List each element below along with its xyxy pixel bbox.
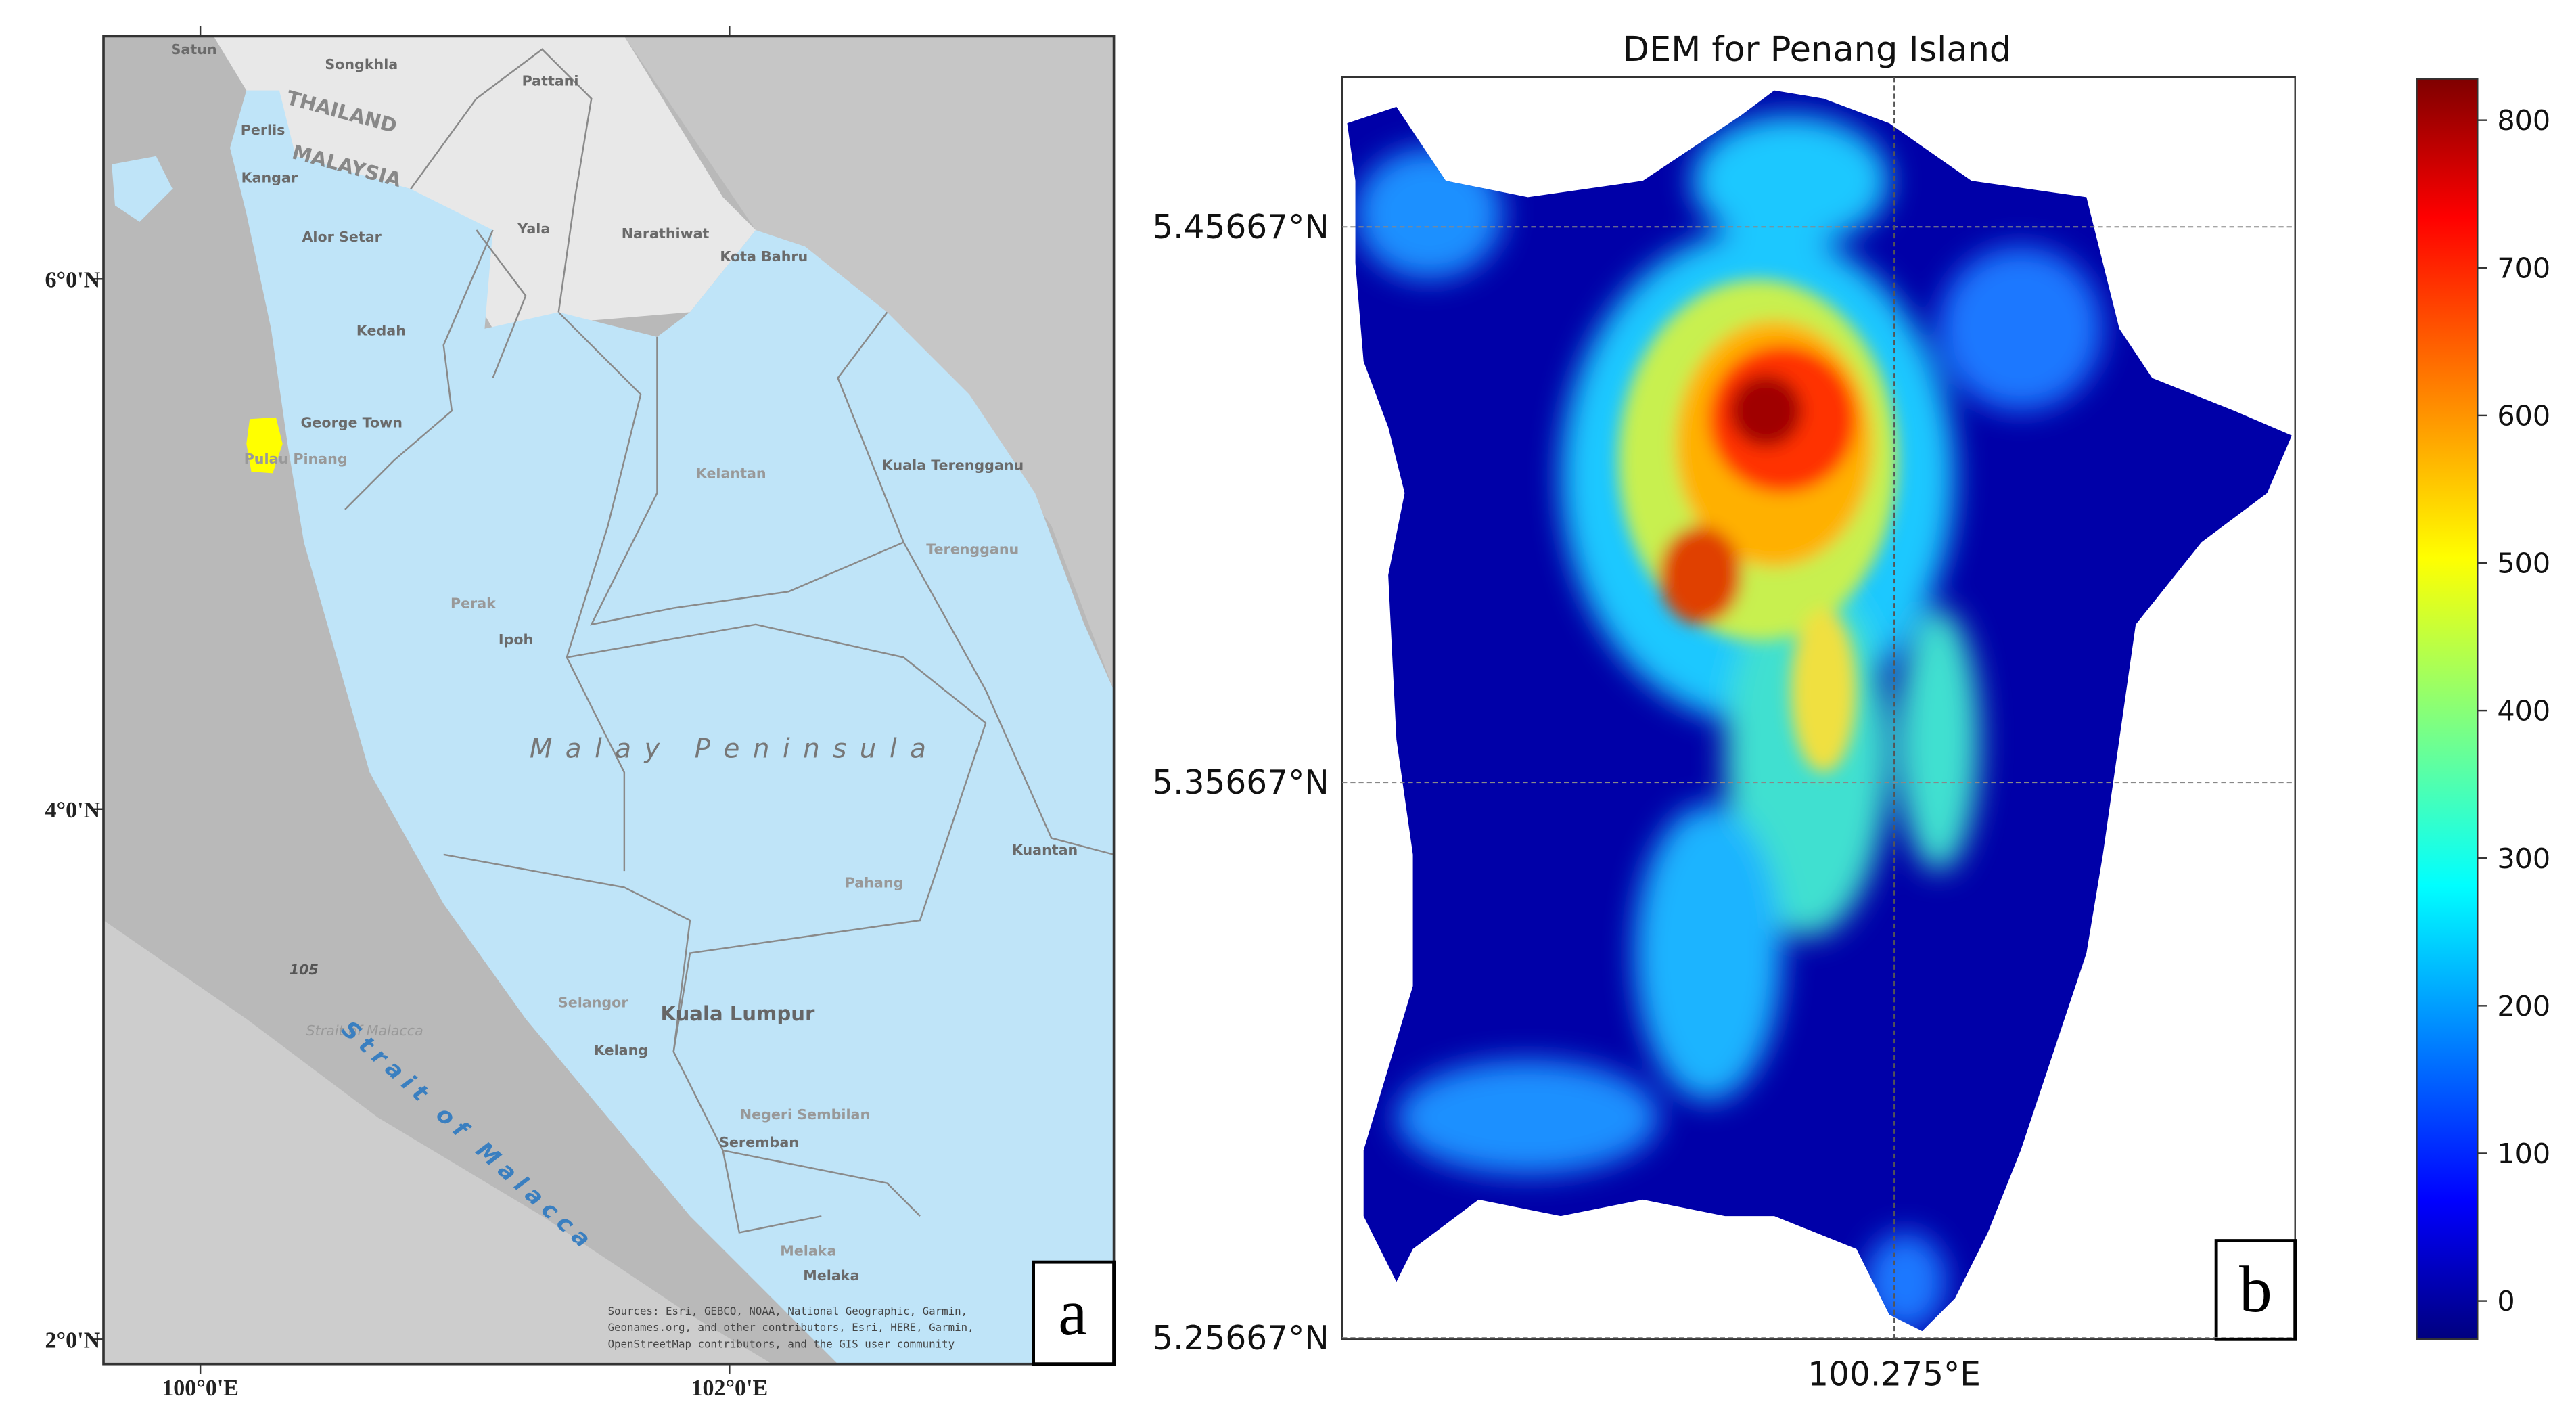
dem-peaks bbox=[1618, 279, 1898, 773]
place-label: Seremban bbox=[719, 1134, 799, 1150]
place-label: Negeri Sembilan bbox=[740, 1106, 870, 1123]
place-label: Kelang bbox=[594, 1042, 648, 1058]
state-borders bbox=[344, 48, 1114, 1234]
place-label: George Town bbox=[300, 414, 402, 430]
chart-title: DEM for Penang Island bbox=[1623, 30, 2012, 70]
south-china-sea bbox=[624, 36, 1114, 691]
place-label: Strait of Malacca bbox=[306, 1022, 423, 1039]
colorbar-tick-label: 400 bbox=[2497, 695, 2550, 727]
thailand bbox=[164, 36, 756, 329]
colorbar-tick-label: 200 bbox=[2497, 990, 2550, 1022]
colorbar-tick-label: 600 bbox=[2497, 399, 2550, 432]
map-frame bbox=[102, 35, 1116, 1366]
y-tick-label: 5.35667°N bbox=[1152, 764, 1329, 802]
colorbar-tick-label: 800 bbox=[2497, 104, 2550, 137]
colorbar-tick-label: 100 bbox=[2497, 1137, 2550, 1170]
y-tick-label: 2°0'N bbox=[45, 1328, 101, 1353]
x-tick-label: 102°0'E bbox=[691, 1376, 768, 1401]
y-tick-label: 6°0'N bbox=[45, 267, 101, 292]
y-tick-label: 5.25667°N bbox=[1152, 1320, 1329, 1357]
place-label: Satun bbox=[171, 41, 217, 58]
relief bbox=[1864, 1232, 1947, 1332]
place-label: Yala bbox=[517, 221, 550, 237]
border bbox=[722, 1150, 822, 1234]
relief bbox=[1634, 805, 1782, 1102]
attribution-line: Geonames.org, and other contributors, Es… bbox=[608, 1321, 974, 1334]
penang-highlight bbox=[246, 417, 283, 474]
colorbar-tick-label: 300 bbox=[2497, 842, 2550, 875]
place-label: Alor Setar bbox=[302, 229, 382, 245]
colorbar-tick-label: 500 bbox=[2497, 547, 2550, 580]
x-tick-label: 100°0'E bbox=[162, 1376, 239, 1401]
border bbox=[590, 311, 905, 626]
relief bbox=[1938, 246, 2103, 411]
place-label: Melaka bbox=[803, 1267, 859, 1284]
region-label: Malay Peninsula bbox=[530, 734, 939, 765]
border bbox=[443, 853, 921, 1217]
y-tick-label: 5.45667°N bbox=[1152, 208, 1329, 246]
relief bbox=[1730, 374, 1803, 447]
place-label: Kuantan bbox=[1012, 842, 1078, 858]
border bbox=[557, 311, 642, 872]
place-label: Kota Bahru bbox=[720, 248, 808, 265]
panel-label-box bbox=[1032, 1260, 1116, 1366]
place-label: Songkhla bbox=[325, 56, 398, 72]
relief bbox=[1659, 526, 1742, 625]
place-label: Kangar bbox=[242, 170, 298, 186]
relief bbox=[1898, 608, 1980, 872]
colorbar-tick-label: 0 bbox=[2497, 1285, 2514, 1317]
panel-label: b bbox=[2239, 1253, 2272, 1326]
place-label: Pattani bbox=[522, 72, 579, 89]
relief bbox=[1692, 115, 1889, 247]
panel-label: a bbox=[1058, 1276, 1087, 1349]
sumatra bbox=[104, 920, 773, 1364]
border bbox=[566, 623, 987, 1052]
border bbox=[476, 229, 527, 379]
place-label: Perak bbox=[451, 595, 497, 612]
place-label: Ipoh bbox=[499, 631, 533, 648]
panel-label-box bbox=[2214, 1239, 2297, 1341]
place-label: Perlis bbox=[241, 122, 285, 138]
place-label: Pahang bbox=[845, 874, 904, 890]
attribution-line: Sources: Esri, GEBCO, NOAA, National Geo… bbox=[608, 1305, 968, 1317]
relief bbox=[1396, 1060, 1659, 1175]
attribution-line: OpenStreetMap contributors, and the GIS … bbox=[608, 1337, 955, 1350]
colorbar-tick-label: 700 bbox=[2497, 252, 2550, 284]
colorbar bbox=[2416, 78, 2479, 1340]
plot-frame bbox=[1341, 76, 2296, 1340]
relief bbox=[1791, 608, 1857, 773]
place-label: Pulau Pinang bbox=[244, 451, 348, 467]
border bbox=[410, 48, 593, 313]
attribution: Sources: Esri, GEBCO, NOAA, National Geo… bbox=[608, 1305, 974, 1351]
map-a: Satun Songkhla Pattani THAILAND MALAYSIA… bbox=[104, 36, 1114, 1364]
place-label: Terengganu bbox=[926, 541, 1019, 557]
y-tick-label: 4°0'N bbox=[45, 798, 101, 823]
island-blue bbox=[112, 156, 172, 222]
border bbox=[344, 229, 494, 510]
place-label: Kelantan bbox=[696, 466, 766, 482]
place-label: Melaka bbox=[780, 1242, 836, 1259]
place-label: Kedah bbox=[356, 322, 406, 338]
place-label: Narathiwat bbox=[622, 225, 710, 242]
border bbox=[902, 541, 1114, 856]
place-label: Kuala Lumpur bbox=[661, 1002, 815, 1025]
place-label: Kuala Terengganu bbox=[882, 457, 1024, 474]
depth-label: 105 bbox=[290, 962, 319, 978]
place-label: Selangor bbox=[558, 995, 628, 1011]
x-tick-label: 100.275°E bbox=[1808, 1355, 1981, 1393]
